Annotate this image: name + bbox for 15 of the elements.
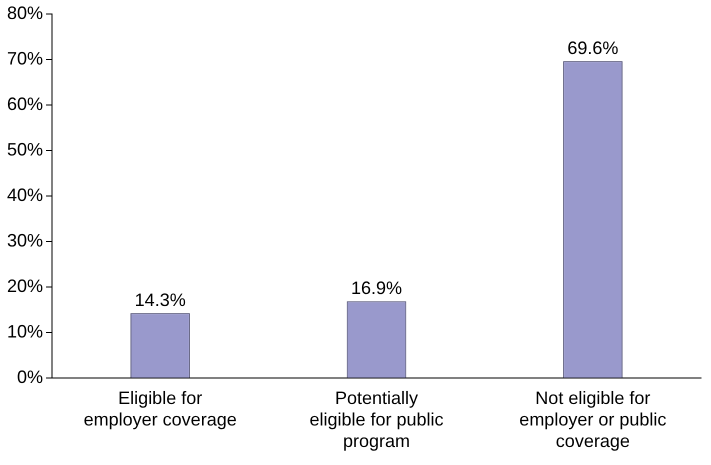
x-tick-label: Not eligible for employer or public coverage bbox=[519, 388, 666, 452]
y-tick-label: 10% bbox=[6, 322, 44, 342]
y-tick-label: 60% bbox=[6, 94, 44, 114]
y-tick-label: 0% bbox=[17, 367, 44, 388]
x-tick-label: Eligible for employer coverage bbox=[84, 388, 237, 430]
data-label: 69.6% bbox=[567, 38, 618, 58]
y-tick-label: 40% bbox=[6, 184, 44, 205]
y-tick-label: 70% bbox=[6, 48, 44, 68]
y-tick-label: 50% bbox=[6, 139, 44, 160]
y-tick-label: 30% bbox=[6, 230, 44, 251]
y-tick-label: 80% bbox=[6, 2, 44, 23]
x-tick-label: Potentially eligible for public program bbox=[309, 388, 444, 452]
data-label: 16.9% bbox=[350, 278, 402, 298]
data-label: 14.3% bbox=[134, 290, 186, 310]
y-tick-label: 20% bbox=[6, 276, 44, 296]
